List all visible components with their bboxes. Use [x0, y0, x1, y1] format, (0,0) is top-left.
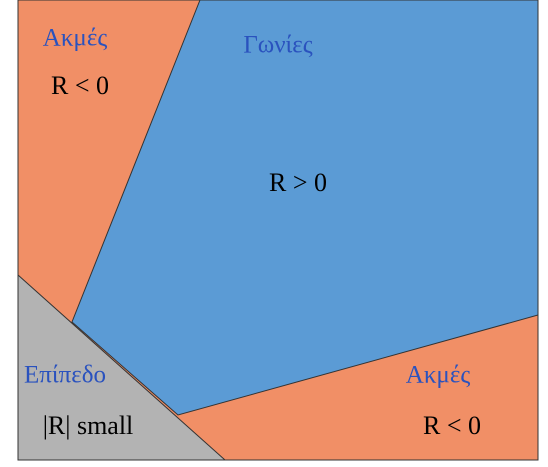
region-label: Επίπεδο — [24, 362, 106, 389]
region-label: Ακμές — [406, 362, 471, 389]
region-formula: R < 0 — [423, 411, 481, 440]
region-label: Γωνίες — [243, 32, 312, 59]
region-formula: R < 0 — [51, 71, 109, 100]
corner-region — [71, 0, 539, 416]
region-formula: |R| small — [43, 411, 134, 440]
frame — [17, 0, 539, 461]
region-formula: R > 0 — [269, 168, 327, 197]
region-label: Ακμές — [43, 25, 108, 52]
